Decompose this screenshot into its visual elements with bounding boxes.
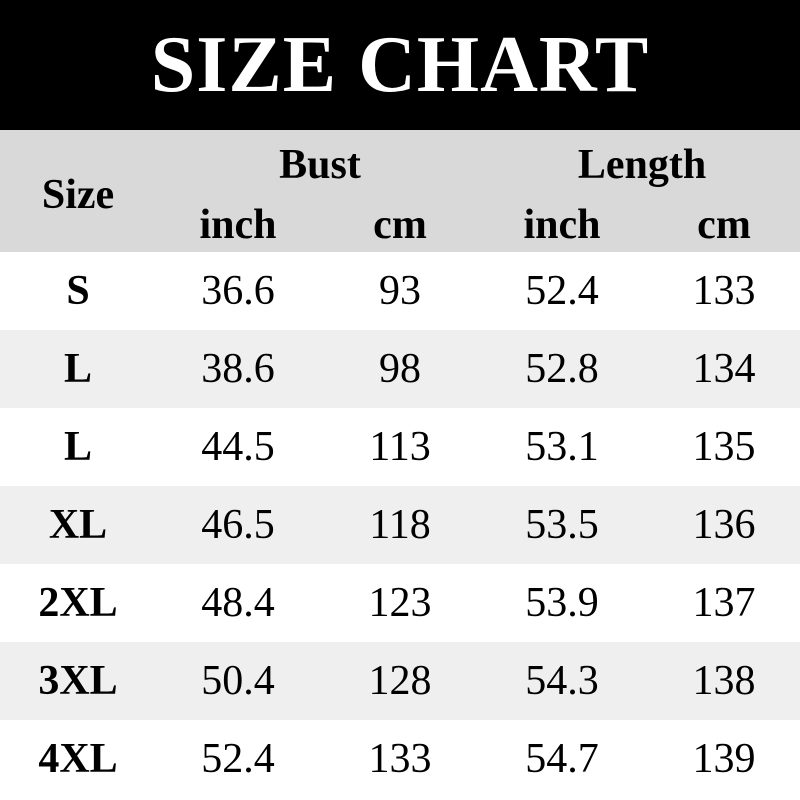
bust-inch-cell: 50.4 xyxy=(201,658,275,704)
table-row: XL 46.5 118 53.5 136 xyxy=(0,486,800,564)
size-cell: L xyxy=(63,346,93,392)
size-cell: L xyxy=(63,424,93,470)
bust-inch-cell: 48.4 xyxy=(201,580,275,626)
table-row: 2XL 48.4 123 53.9 137 xyxy=(0,564,800,642)
table-row: L 44.5 113 53.1 135 xyxy=(0,408,800,486)
bust-cm-header: cm xyxy=(373,202,427,248)
bust-cm-cell: 93 xyxy=(379,268,421,314)
table-row: L 38.6 98 52.8 134 xyxy=(0,330,800,408)
length-header: Length xyxy=(577,142,707,188)
length-inch-cell: 53.1 xyxy=(525,424,599,470)
bust-cm-cell: 133 xyxy=(368,736,432,782)
size-cell: 3XL xyxy=(38,658,118,704)
size-cell: 2XL xyxy=(38,580,118,626)
length-cm-cell: 133 xyxy=(692,268,756,314)
bust-inch-cell: 46.5 xyxy=(201,502,275,548)
length-inch-cell: 52.8 xyxy=(525,346,599,392)
table-row: 3XL 50.4 128 54.3 138 xyxy=(0,642,800,720)
table-row: S 36.6 93 52.4 133 xyxy=(0,252,800,330)
size-chart-title: SIZE CHART xyxy=(0,0,800,130)
length-cm-cell: 139 xyxy=(692,736,756,782)
length-inch-cell: 53.9 xyxy=(525,580,599,626)
bust-cm-cell: 113 xyxy=(369,424,431,470)
bust-cm-cell: 123 xyxy=(368,580,432,626)
length-inch-header: inch xyxy=(523,202,601,248)
length-inch-cell: 54.7 xyxy=(525,736,599,782)
size-header: Size xyxy=(41,172,115,218)
bust-cm-cell: 118 xyxy=(369,502,431,548)
length-cm-cell: 137 xyxy=(692,580,756,626)
bust-inch-cell: 52.4 xyxy=(201,736,275,782)
length-cm-cell: 138 xyxy=(692,658,756,704)
length-cm-cell: 134 xyxy=(692,346,756,392)
bust-cm-cell: 128 xyxy=(368,658,432,704)
size-cell: S xyxy=(66,268,90,314)
bust-cm-cell: 98 xyxy=(379,346,421,392)
table-header: Size Bust Length inch cm inch cm xyxy=(0,130,800,252)
size-cell: 4XL xyxy=(38,736,118,782)
bust-header: Bust xyxy=(279,142,361,188)
length-inch-cell: 53.5 xyxy=(525,502,599,548)
bust-inch-cell: 36.6 xyxy=(201,268,275,314)
bust-inch-cell: 44.5 xyxy=(201,424,275,470)
size-cell: XL xyxy=(48,502,108,548)
length-cm-cell: 136 xyxy=(692,502,756,548)
length-cm-cell: 135 xyxy=(692,424,756,470)
length-cm-header: cm xyxy=(697,202,751,248)
bust-inch-cell: 38.6 xyxy=(201,346,275,392)
bust-inch-header: inch xyxy=(199,202,277,248)
table-row: 4XL 52.4 133 54.7 139 xyxy=(0,720,800,798)
length-inch-cell: 52.4 xyxy=(525,268,599,314)
length-inch-cell: 54.3 xyxy=(525,658,599,704)
